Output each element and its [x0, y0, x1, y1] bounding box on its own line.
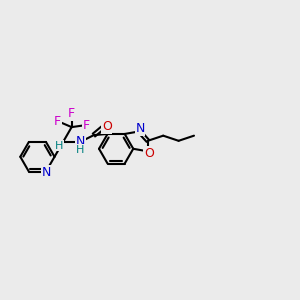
Text: O: O — [102, 120, 112, 133]
Text: N: N — [41, 166, 51, 179]
Text: H: H — [55, 140, 64, 151]
Text: F: F — [82, 119, 89, 132]
Text: N: N — [76, 135, 85, 148]
Text: O: O — [144, 147, 154, 160]
Text: H: H — [76, 145, 84, 155]
Text: F: F — [54, 116, 61, 128]
Text: N: N — [136, 122, 145, 135]
Text: F: F — [68, 107, 75, 120]
